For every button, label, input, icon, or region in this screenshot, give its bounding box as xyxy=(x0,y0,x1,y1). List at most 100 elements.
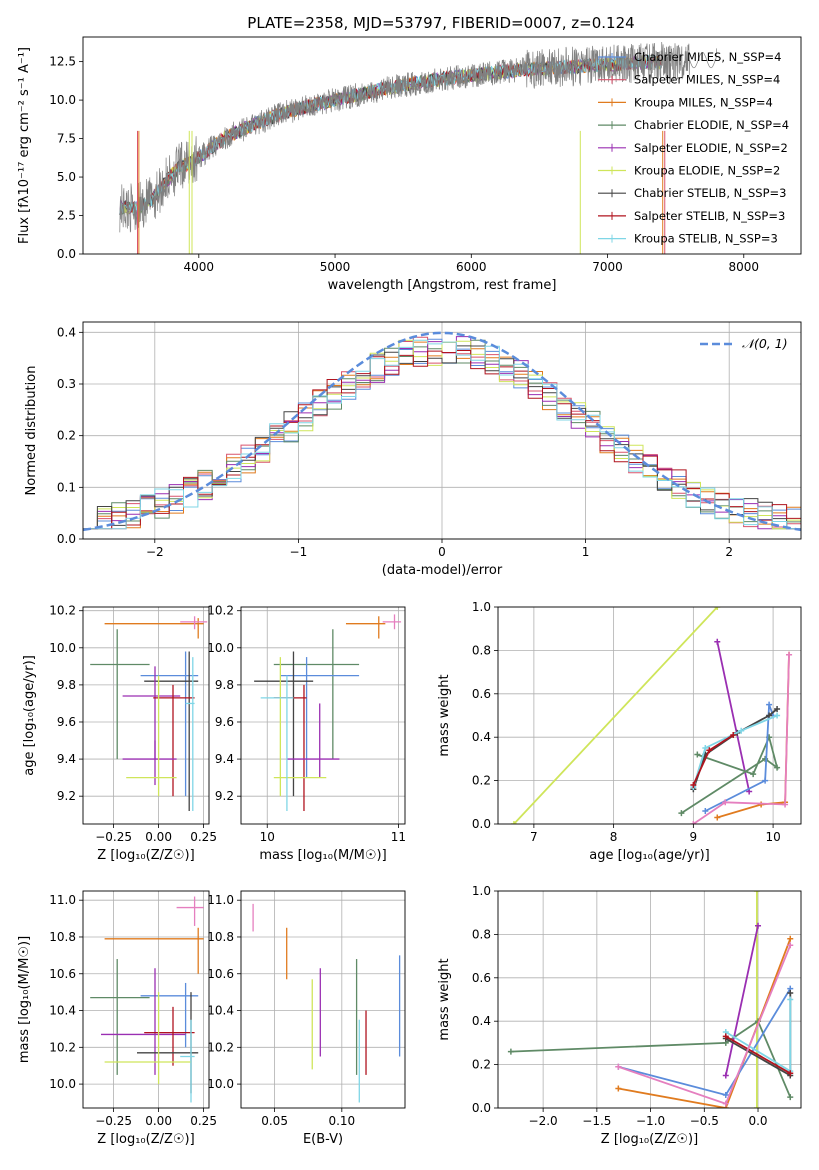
y-tick-label: 0.8 xyxy=(472,643,491,657)
x-tick-label: 11 xyxy=(391,830,406,844)
weight-line xyxy=(510,1019,792,1098)
legend-entry: Kroupa STELIB, N_SSP=3 xyxy=(634,232,778,246)
residuals-plot-area xyxy=(83,331,801,532)
x-tick-label: 1 xyxy=(582,545,590,559)
weight-marker xyxy=(702,807,709,814)
y-tick-label: 10.8 xyxy=(207,930,234,944)
y-tick-label: 0.4 xyxy=(57,325,76,339)
y-tick-label: 10.0 xyxy=(49,1077,76,1091)
weight-marker xyxy=(787,1094,794,1101)
y-tick-label: 0.1 xyxy=(57,480,76,494)
y-tick-label: 10.6 xyxy=(207,967,234,981)
weight-marker xyxy=(722,1033,729,1040)
weight-marker xyxy=(714,814,721,821)
y-tick-label: 10.0 xyxy=(207,641,234,655)
weight-marker xyxy=(714,638,721,645)
x-tick-label: 7 xyxy=(530,830,538,844)
axes-frame xyxy=(82,606,210,825)
y-tick-label: 10.2 xyxy=(207,604,234,618)
x-tick-label: 0.00 xyxy=(145,830,172,844)
x-axis-label: Z [log₁₀(Z/Z☉)] xyxy=(97,848,194,863)
y-tick-label: 10.0 xyxy=(207,1077,234,1091)
y-tick-label: 0.2 xyxy=(472,774,491,788)
y-tick-label: 0.0 xyxy=(472,1101,491,1115)
legend-entry: Chabrier STELIB, N_SSP=3 xyxy=(634,186,786,200)
x-tick-label: −0.25 xyxy=(95,1114,132,1128)
legend-entry: Kroupa MILES, N_SSP=4 xyxy=(634,95,773,109)
legend-entry: 𝒩(0, 1) xyxy=(742,336,788,351)
y-axis-label: mass weight xyxy=(437,674,452,756)
weight-marker xyxy=(722,1091,729,1098)
axes-frame xyxy=(82,321,802,540)
age_vs_Z-plot-area xyxy=(90,616,208,812)
x-tick-label: 6000 xyxy=(456,260,487,274)
mass_vs_ebv-plot-area xyxy=(252,903,401,1103)
x-tick-label: −1 xyxy=(290,545,308,559)
weight_vs_Z-plot-area xyxy=(507,891,794,1108)
y-tick-label: 0.8 xyxy=(472,927,491,941)
weight-marker xyxy=(787,1070,794,1077)
weight-line xyxy=(704,704,774,812)
y-tick-label: 0.2 xyxy=(57,429,76,443)
legend-entry: Chabrier ELODIE, N_SSP=4 xyxy=(634,118,789,132)
x-axis-label: Z [log₁₀(Z/Z☉)] xyxy=(97,1132,194,1147)
weight-marker xyxy=(774,764,781,771)
weight-marker xyxy=(755,922,762,929)
x-tick-label: −0.25 xyxy=(95,830,132,844)
y-tick-label: 9.6 xyxy=(57,715,76,729)
weight-marker xyxy=(615,1085,622,1092)
y-tick-label: 9.8 xyxy=(57,678,76,692)
weight-marker xyxy=(714,607,721,610)
weight_vs_Z-axes xyxy=(494,890,801,1112)
x-tick-label: −2 xyxy=(146,545,164,559)
x-tick-label: 0.25 xyxy=(190,830,217,844)
y-tick-label: 0.4 xyxy=(472,730,491,744)
age_vs_mass-plot-area xyxy=(254,614,402,812)
weight-marker xyxy=(774,705,781,712)
y-tick-label: 10.0 xyxy=(49,93,76,107)
y-tick-label: 9.6 xyxy=(215,715,234,729)
y-axis-label: Normed distribution xyxy=(24,366,39,496)
y-tick-label: 9.4 xyxy=(215,752,234,766)
weight-marker xyxy=(762,777,769,784)
y-tick-label: 2.5 xyxy=(57,209,76,223)
x-tick-label: 0 xyxy=(438,545,446,559)
legend-entry: Salpeter MILES, N_SSP=4 xyxy=(634,73,780,87)
weight-marker xyxy=(510,821,517,824)
weight-marker xyxy=(690,781,697,788)
weight-line xyxy=(725,1035,791,1075)
weight-marker xyxy=(753,891,760,894)
weight-marker xyxy=(702,745,709,752)
y-tick-label: 5.0 xyxy=(57,170,76,184)
y-tick-label: 10.2 xyxy=(49,1040,76,1054)
spectrum-axes xyxy=(79,61,745,258)
weight-marker xyxy=(787,989,794,996)
y-tick-label: 0.4 xyxy=(472,1014,491,1028)
x-axis-label: wavelength [Angstrom, rest frame] xyxy=(328,278,557,293)
x-axis-label: mass [log₁₀(M/M☉)] xyxy=(259,848,386,863)
y-tick-label: 10.4 xyxy=(49,1004,76,1018)
weight-marker xyxy=(766,701,773,708)
weight-line xyxy=(692,654,790,824)
weight-marker xyxy=(722,799,729,806)
y-tick-label: 10.0 xyxy=(49,641,76,655)
axes-frame xyxy=(240,890,406,1109)
figure-title: PLATE=2358, MJD=53797, FIBERID=0007, z=0… xyxy=(247,14,634,32)
weight-marker xyxy=(787,942,794,949)
spectrum-plot-area xyxy=(119,41,717,254)
observed-spectrum-line xyxy=(119,41,717,233)
x-axis-label: (data-model)/error xyxy=(382,563,503,578)
axes-frame xyxy=(82,890,210,1109)
axes-frame xyxy=(497,606,802,825)
y-tick-label: 9.8 xyxy=(215,678,234,692)
y-tick-label: 9.2 xyxy=(57,789,76,803)
residual-histogram xyxy=(83,339,801,530)
y-tick-label: 1.0 xyxy=(472,600,491,614)
weight-marker xyxy=(694,751,701,758)
weight-line xyxy=(724,925,759,1076)
age_vs_mass-axes xyxy=(237,607,405,828)
weight-marker xyxy=(787,935,794,942)
axes-frame xyxy=(497,890,802,1109)
x-tick-label: 0.10 xyxy=(328,1114,355,1128)
